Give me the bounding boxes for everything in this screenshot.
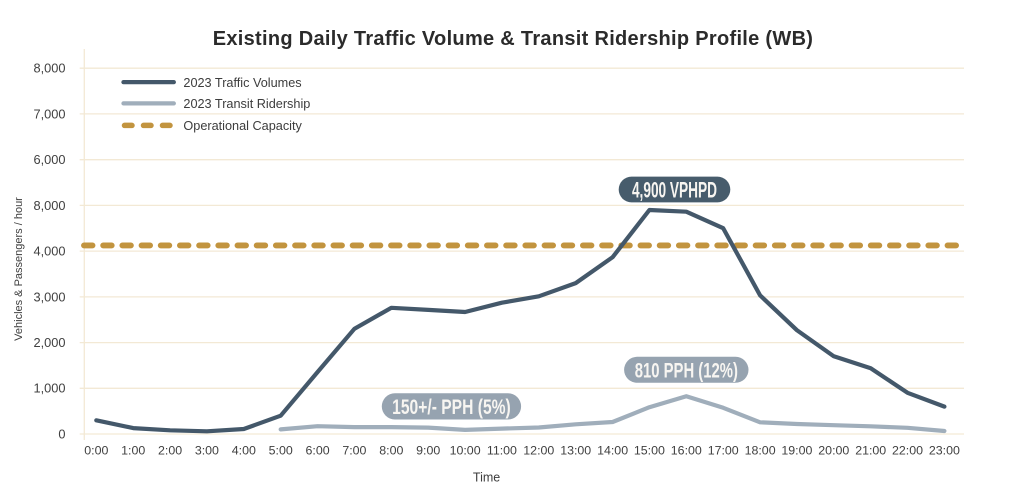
svg-text:19:00: 19:00	[781, 444, 812, 458]
svg-text:14:00: 14:00	[597, 444, 628, 458]
svg-text:23:00: 23:00	[929, 444, 960, 458]
svg-text:8:00: 8:00	[379, 444, 403, 458]
svg-text:18:00: 18:00	[745, 444, 776, 458]
svg-text:15:00: 15:00	[634, 444, 665, 458]
svg-text:6,000: 6,000	[33, 152, 65, 167]
svg-text:16:00: 16:00	[671, 444, 702, 458]
svg-text:Operational Capacity: Operational Capacity	[183, 119, 302, 133]
svg-text:4:00: 4:00	[232, 444, 256, 458]
svg-text:8,000: 8,000	[33, 198, 65, 213]
svg-text:7,000: 7,000	[33, 106, 65, 121]
svg-text:2,000: 2,000	[33, 335, 65, 350]
svg-text:1:00: 1:00	[121, 444, 145, 458]
svg-text:13:00: 13:00	[560, 444, 591, 458]
svg-text:12:00: 12:00	[523, 444, 554, 458]
svg-text:17:00: 17:00	[708, 444, 739, 458]
svg-text:22:00: 22:00	[892, 444, 923, 458]
svg-text:3,000: 3,000	[33, 289, 65, 304]
svg-text:10:00: 10:00	[450, 444, 481, 458]
svg-text:3:00: 3:00	[195, 444, 219, 458]
svg-text:2:00: 2:00	[158, 444, 182, 458]
svg-text:11:00: 11:00	[487, 444, 517, 458]
svg-text:Existing Daily Traffic Volume: Existing Daily Traffic Volume & Transit …	[213, 28, 814, 50]
svg-text:21:00: 21:00	[855, 444, 886, 458]
svg-text:6:00: 6:00	[306, 444, 330, 458]
svg-text:5:00: 5:00	[269, 444, 293, 458]
svg-text:810 PPH (12%): 810 PPH (12%)	[635, 359, 738, 382]
svg-text:4,900 VPHPD: 4,900 VPHPD	[632, 177, 717, 202]
svg-text:7:00: 7:00	[342, 444, 366, 458]
svg-text:0:00: 0:00	[84, 444, 108, 458]
svg-text:4,000: 4,000	[33, 244, 65, 259]
svg-text:9:00: 9:00	[416, 444, 440, 458]
svg-text:8,000: 8,000	[33, 61, 65, 76]
svg-text:2023 Traffic Volumes: 2023 Traffic Volumes	[183, 76, 301, 90]
svg-text:20:00: 20:00	[818, 444, 849, 458]
svg-text:Time: Time	[473, 471, 500, 485]
svg-text:Vehicles & Passengers / hour: Vehicles & Passengers / hour	[13, 197, 25, 341]
svg-text:2023 Transit Ridership: 2023 Transit Ridership	[183, 97, 310, 111]
svg-text:150+/- PPH (5%): 150+/- PPH (5%)	[392, 395, 511, 419]
svg-text:1,000: 1,000	[33, 381, 65, 396]
svg-text:0: 0	[58, 426, 65, 441]
